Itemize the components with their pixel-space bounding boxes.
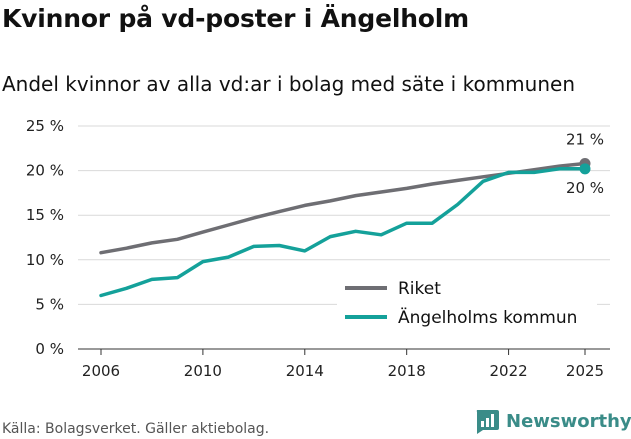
- series-end-label: 20 %: [566, 179, 604, 197]
- chart-subtitle: Andel kvinnor av alla vd:ar i bolag med …: [2, 72, 575, 96]
- x-tick-label: 2014: [286, 362, 324, 380]
- series: 21 % 20 %: [99, 130, 604, 298]
- series-line-riket: [99, 161, 587, 255]
- y-tick-label: 25 %: [26, 117, 64, 135]
- brand-name: Newsworthy: [506, 410, 631, 432]
- x-tick-label: 2006: [82, 362, 120, 380]
- x-tick-label: 2025: [566, 362, 604, 380]
- axes: 0 % 5 % 10 % 15 % 20 % 25 % 2006 2010 2014 2018 20…: [26, 117, 604, 380]
- legend: Riket Ängelholms kommun: [337, 270, 597, 336]
- line-chart: 0 % 5 % 10 % 15 % 20 % 25 % 2006 2010 2014 2018 20…: [26, 117, 610, 380]
- x-tick-label: 2018: [388, 362, 426, 380]
- x-tick-label: 2010: [184, 362, 222, 380]
- chart-title: Kvinnor på vd-poster i Ängelholm: [2, 4, 470, 33]
- y-tick-label: 5 %: [35, 295, 64, 313]
- y-tick-label: 20 %: [26, 162, 64, 180]
- newsworthy-logo-icon: [476, 410, 499, 434]
- legend-label: Riket: [398, 279, 441, 299]
- grid-lines: [78, 125, 610, 350]
- x-tick-label: 2022: [489, 362, 527, 380]
- legend-label: Ängelholms kommun: [398, 307, 577, 328]
- y-tick-label: 15 %: [26, 206, 64, 224]
- series-line-kommun: [99, 167, 587, 298]
- series-end-label: 21 %: [566, 130, 604, 148]
- source-note: Källa: Bolagsverket. Gäller aktiebolag.: [2, 421, 270, 437]
- y-tick-label: 0 %: [35, 340, 64, 358]
- series-endpoint: [579, 163, 591, 175]
- legend-background: [337, 270, 597, 336]
- brand-logo[interactable]: Newsworthy: [474, 408, 631, 434]
- y-tick-label: 10 %: [26, 251, 64, 269]
